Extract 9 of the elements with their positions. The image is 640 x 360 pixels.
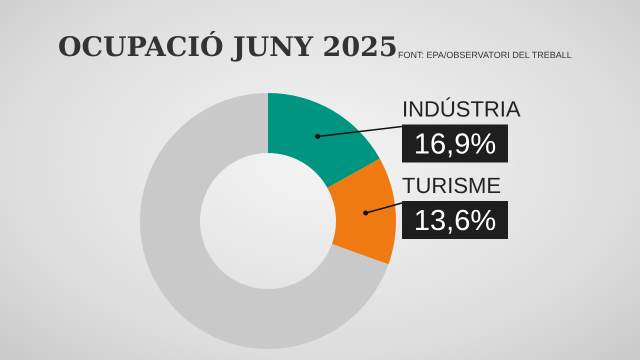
donut-slice [327,158,396,264]
text: FONT: EPA/OBSERVATORI DEL TREBALL [398,50,572,60]
chart-title: OCUPACIÓ JUNY 2025 [58,32,398,63]
data-label: 13,6% [414,205,496,238]
donut-slice [268,93,380,188]
slice-label: TURISME [402,173,501,198]
data-label: 16,9% [414,128,496,160]
donut-slice [140,93,388,349]
slice-label: INDÚSTRIA [402,96,521,122]
